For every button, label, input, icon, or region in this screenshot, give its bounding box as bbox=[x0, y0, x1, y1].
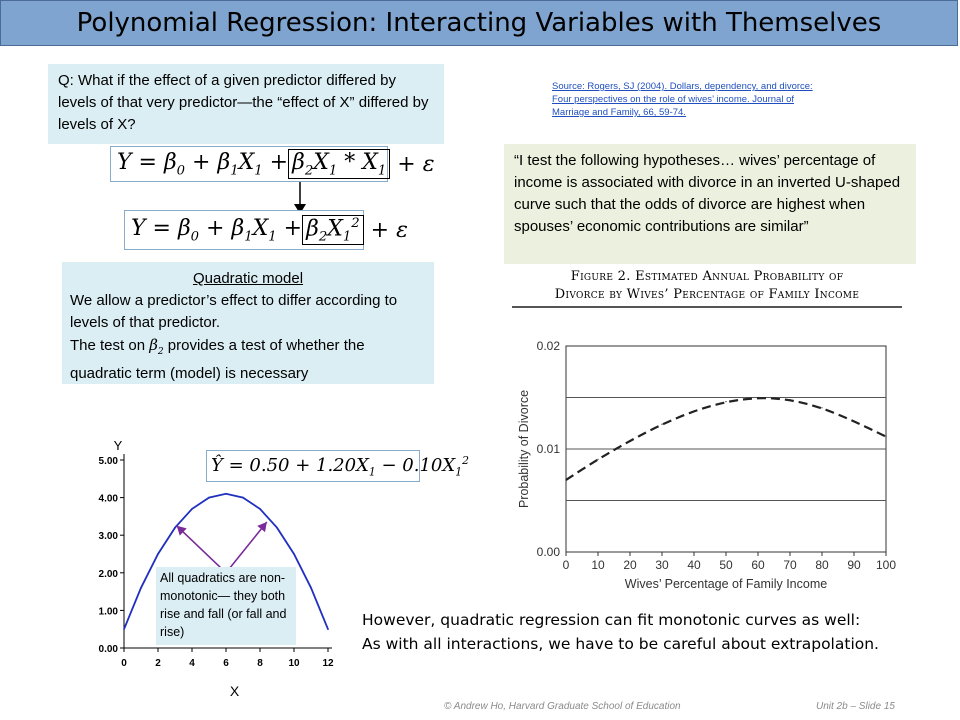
x-tick-label: 8 bbox=[257, 658, 263, 669]
y-tick-label: 0.01 bbox=[537, 442, 561, 456]
data-point bbox=[123, 628, 125, 630]
y-tick-label: 0.00 bbox=[99, 644, 119, 655]
footer-left: © Andrew Ho, Harvard Graduate School of … bbox=[444, 701, 681, 712]
arrowhead-icon bbox=[176, 525, 187, 536]
quadratic-model-box: Quadratic model We allow a predictor’s e… bbox=[62, 262, 434, 384]
source-line2[interactable]: Four perspectives on the role of wives’ … bbox=[552, 94, 795, 105]
figure-caption-line2: Divorce by Wives’ Percentage of Family I… bbox=[554, 287, 860, 302]
data-point bbox=[242, 496, 244, 499]
question-text: Q: What if the effect of a given predict… bbox=[58, 72, 429, 133]
y-tick-label: 0.02 bbox=[537, 339, 561, 353]
x-tick-label: 2 bbox=[155, 658, 161, 669]
bottom-line2: As with all interactions, we have to be … bbox=[362, 635, 879, 653]
equation-quadratic: Y = β0 + β1X1 + β2X12 + ε bbox=[124, 210, 408, 250]
data-point bbox=[174, 526, 176, 529]
non-monotonic-callout: All quadratics are non-monotonic— they b… bbox=[156, 567, 296, 645]
callout-text: All quadratics are non-monotonic— they b… bbox=[160, 571, 287, 639]
y-tick-label: 0.00 bbox=[537, 545, 561, 559]
x-tick-label: 90 bbox=[847, 558, 861, 572]
data-point bbox=[853, 420, 855, 422]
x-tick-label: 50 bbox=[719, 558, 733, 572]
x-tick-label: 12 bbox=[322, 658, 334, 669]
x-tick-label: 100 bbox=[876, 558, 896, 572]
data-point bbox=[225, 493, 227, 495]
beta2-highlight: β2X1 * X1 bbox=[288, 148, 391, 180]
data-point bbox=[276, 526, 278, 529]
down-arrow-icon bbox=[294, 182, 306, 214]
y-tick-label: 5.00 bbox=[99, 456, 119, 467]
source-citation[interactable]: Source: Rogers, SJ (2004). Dollars, depe… bbox=[552, 80, 852, 119]
data-point bbox=[140, 587, 142, 589]
quadratic-line2: The test on β2 provides a test of whethe… bbox=[70, 336, 365, 382]
x-tick-label: 60 bbox=[751, 558, 765, 572]
x-tick-label: 0 bbox=[563, 558, 570, 572]
x-axis-label: Wives’ Percentage of Family Income bbox=[625, 577, 827, 591]
data-point bbox=[757, 396, 759, 399]
data-point bbox=[661, 423, 663, 425]
x-tick-label: 10 bbox=[591, 558, 605, 572]
equation-fitted: Ŷ = 0.50 + 1.20X1 − 0.10X12 bbox=[206, 450, 469, 482]
caption-rule bbox=[512, 306, 902, 308]
y-tick-label: 1.00 bbox=[99, 606, 119, 617]
data-point bbox=[597, 458, 599, 460]
data-point bbox=[789, 398, 791, 401]
footer-right: Unit 2b – Slide 15 bbox=[816, 701, 895, 712]
data-point bbox=[191, 508, 193, 510]
data-point bbox=[693, 410, 695, 412]
x-tick-label: 40 bbox=[687, 558, 701, 572]
equation-interaction: Y = β0 + β1X1 + β2X1 * X1 + ε bbox=[110, 146, 435, 182]
data-point bbox=[327, 628, 329, 630]
beta2-squared-highlight: β2X12 bbox=[302, 214, 364, 246]
quote-text: “I test the following hypotheses… wives’… bbox=[514, 152, 901, 235]
data-point bbox=[259, 508, 261, 510]
x-tick-label: 10 bbox=[288, 658, 300, 669]
quadratic-heading: Quadratic model bbox=[192, 270, 304, 287]
y-tick-label: 2.00 bbox=[99, 569, 119, 580]
x-tick-label: 4 bbox=[189, 658, 195, 669]
y-tick-label: 3.00 bbox=[99, 531, 119, 542]
bottom-line1: However, quadratic regression can fit mo… bbox=[362, 611, 861, 629]
data-point bbox=[565, 479, 567, 481]
arrowhead-icon bbox=[257, 522, 267, 533]
data-point bbox=[310, 587, 312, 589]
quadratic-line1: We allow a predictor’s effect to differ … bbox=[70, 292, 398, 331]
y-axis-label: Y bbox=[114, 438, 123, 453]
arrow-line bbox=[176, 525, 227, 574]
data-point bbox=[293, 553, 295, 555]
source-line3[interactable]: Marriage and Family, 66, 59-74. bbox=[552, 107, 686, 118]
figure-caption-line1: Figure 2. Estimated Annual Probability o… bbox=[570, 269, 844, 284]
data-point bbox=[725, 401, 727, 403]
x-tick-label: 0 bbox=[121, 658, 127, 669]
source-line1[interactable]: Source: Rogers, SJ (2004). Dollars, depe… bbox=[552, 81, 813, 92]
x-axis-label: X bbox=[230, 683, 240, 699]
x-tick-label: 30 bbox=[655, 558, 669, 572]
title-bar: Polynomial Regression: Interacting Varia… bbox=[0, 0, 958, 46]
quadratic-example-chart: 0.00 1.00 2.00 3.00 4.00 5.00 0 2 4 6 8 10 12 Y X bbox=[99, 438, 334, 699]
y-axis-label: Probability of Divorce bbox=[517, 390, 531, 508]
data-point bbox=[629, 440, 631, 442]
data-point bbox=[821, 407, 823, 409]
arrow-line bbox=[225, 521, 268, 574]
data-point bbox=[885, 436, 887, 438]
x-tick-label: 20 bbox=[623, 558, 637, 572]
y-tick-label: 4.00 bbox=[99, 494, 119, 505]
data-point bbox=[208, 496, 210, 499]
slide-title: Polynomial Regression: Interacting Varia… bbox=[76, 8, 882, 38]
series-line bbox=[565, 397, 887, 481]
divorce-probability-chart: 0.00 0.01 0.02 0 10 20 30 40 50 60 70 80 90 100 Wives’… bbox=[517, 339, 896, 591]
x-tick-label: 80 bbox=[815, 558, 829, 572]
x-tick-label: 6 bbox=[223, 658, 229, 669]
quote-box: “I test the following hypotheses… wives’… bbox=[504, 144, 916, 264]
figure-caption: Figure 2. Estimated Annual Probability o… bbox=[510, 268, 904, 304]
question-box: Q: What if the effect of a given predict… bbox=[48, 64, 444, 144]
x-tick-label: 70 bbox=[783, 558, 797, 572]
bottom-text: However, quadratic regression can fit mo… bbox=[362, 608, 952, 656]
data-point bbox=[157, 553, 159, 555]
